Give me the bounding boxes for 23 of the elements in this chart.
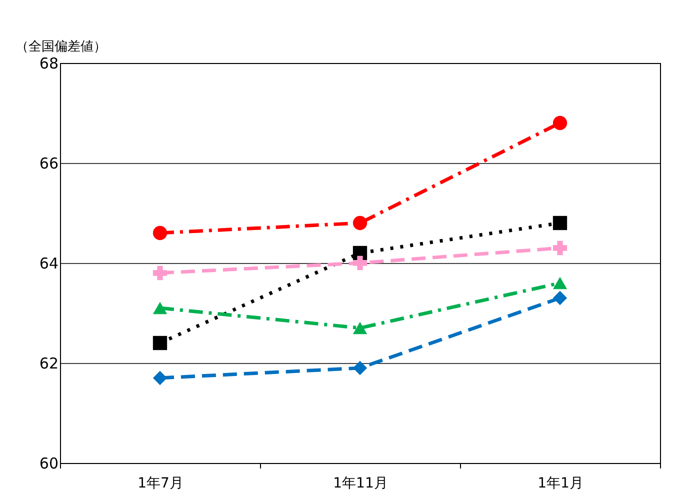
point [552, 216, 568, 230]
y-tick-label: 66 [39, 154, 58, 172]
y-axis-title: （全国偏差値） [16, 40, 106, 54]
x-tick-label: 1年1月 [538, 476, 584, 491]
point [152, 370, 168, 386]
point [152, 266, 168, 280]
point [552, 240, 568, 256]
point [352, 216, 368, 230]
point [352, 360, 368, 376]
y-tick-label: 62 [39, 354, 58, 372]
point [152, 302, 168, 314]
point [352, 322, 368, 334]
point [152, 336, 168, 350]
point [552, 290, 568, 306]
point [152, 226, 168, 240]
point [352, 256, 368, 270]
point [552, 116, 568, 130]
point [552, 276, 568, 290]
x-tick-label: 1年7月 [138, 476, 184, 491]
x-tick-label: 1年11月 [333, 476, 388, 491]
y-tick-label: 60 [39, 454, 58, 472]
y-tick-label: 64 [39, 254, 58, 272]
y-tick-label: 68 [39, 54, 58, 72]
